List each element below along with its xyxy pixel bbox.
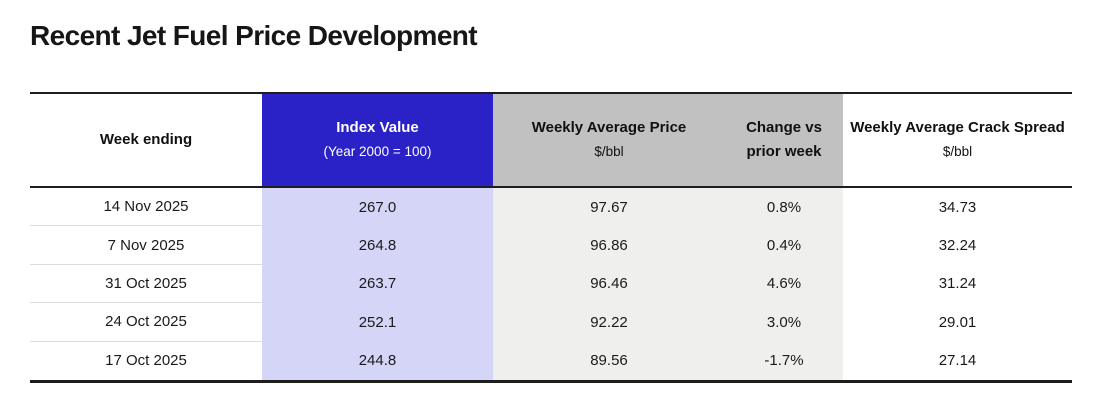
cell-crack-spread: 34.73	[843, 188, 1072, 227]
table-row: 17 Oct 2025 244.8 89.56 -1.7% 27.14	[30, 341, 1072, 380]
cell-change: 3.0%	[725, 303, 843, 342]
page-title: Recent Jet Fuel Price Development	[30, 20, 478, 51]
cell-crack-spread: 32.24	[843, 226, 1072, 265]
jet-fuel-price-table: Week ending Index Value (Year 2000 = 100…	[30, 92, 1072, 383]
cell-index-value: 264.8	[262, 226, 493, 265]
cell-index-value: 252.1	[262, 303, 493, 342]
table-row: 31 Oct 2025 263.7 96.46 4.6% 31.24	[30, 264, 1072, 304]
cell-change: -1.7%	[725, 341, 843, 380]
cell-change: 4.6%	[725, 264, 843, 304]
cell-crack-spread: 27.14	[843, 341, 1072, 380]
cell-index-value: 267.0	[262, 188, 493, 227]
cell-avg-price: 96.46	[493, 264, 725, 304]
column-header-label: Change vs	[746, 118, 822, 136]
cell-change: 0.4%	[725, 226, 843, 265]
column-header-sublabel: $/bbl	[942, 143, 973, 159]
column-header-crack-spread: Weekly Average Crack Spread $/bbl	[843, 94, 1072, 186]
cell-avg-price: 97.67	[493, 188, 725, 227]
column-header-weekly-average-price: Weekly Average Price $/bbl	[493, 94, 725, 186]
cell-week-ending: 24 Oct 2025	[30, 303, 262, 342]
cell-index-value: 244.8	[262, 341, 493, 380]
table-row: 7 Nov 2025 264.8 96.86 0.4% 32.24	[30, 226, 1072, 265]
column-header-index-value: Index Value (Year 2000 = 100)	[262, 94, 493, 186]
cell-avg-price: 96.86	[493, 226, 725, 265]
column-header-sublabel: prior week	[746, 143, 822, 160]
table-row: 24 Oct 2025 252.1 92.22 3.0% 29.01	[30, 303, 1072, 342]
cell-index-value: 263.7	[262, 264, 493, 304]
column-header-label: Index Value	[336, 119, 419, 137]
column-header-label: Weekly Average Crack Spread	[850, 119, 1065, 137]
cell-change: 0.8%	[725, 188, 843, 227]
cell-week-ending: 7 Nov 2025	[30, 226, 262, 265]
table-row: 14 Nov 2025 267.0 97.67 0.8% 34.73	[30, 188, 1072, 227]
column-header-label: Weekly Average Price	[531, 119, 687, 137]
cell-crack-spread: 31.24	[843, 264, 1072, 304]
column-header-week-ending: Week ending	[30, 94, 262, 186]
column-header-label: Week ending	[99, 130, 193, 148]
cell-week-ending: 31 Oct 2025	[30, 264, 262, 304]
cell-avg-price: 89.56	[493, 341, 725, 380]
table-header-row: Week ending Index Value (Year 2000 = 100…	[30, 94, 1072, 188]
cell-crack-spread: 29.01	[843, 303, 1072, 342]
column-header-sublabel: $/bbl	[594, 143, 624, 159]
column-header-sublabel: (Year 2000 = 100)	[323, 143, 432, 159]
column-header-change-vs-prior-week: Change vs prior week	[725, 94, 843, 186]
cell-week-ending: 17 Oct 2025	[30, 341, 262, 380]
cell-week-ending: 14 Nov 2025	[30, 188, 262, 227]
cell-avg-price: 92.22	[493, 303, 725, 342]
